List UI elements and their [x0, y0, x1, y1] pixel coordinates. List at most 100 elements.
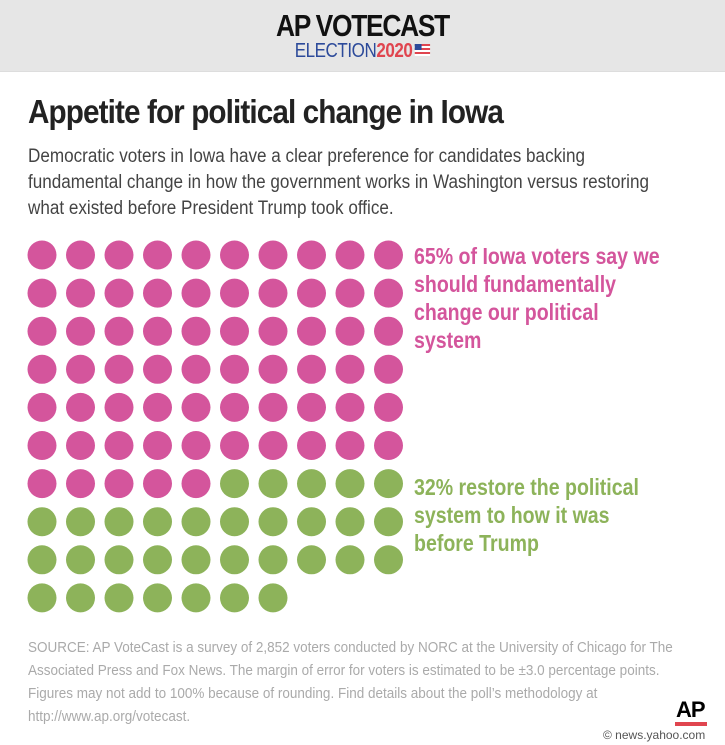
waffle-dot-change [104, 240, 134, 270]
waffle-dot-change [258, 392, 288, 422]
waffle-dot-change [143, 240, 172, 270]
waffle-dot-change [66, 392, 95, 422]
waffle-dot-restore [220, 545, 249, 575]
waffle-dot-change [181, 431, 211, 460]
waffle-dot-change [27, 392, 57, 422]
waffle-dot-restore [335, 507, 365, 537]
waffle-dot-restore [104, 545, 134, 575]
waffle-dot-change [181, 392, 211, 422]
waffle-dot-change [297, 354, 326, 384]
waffle-dot-change [374, 316, 403, 346]
waffle-dot-change [220, 278, 249, 308]
flag-icon [415, 44, 431, 56]
source-note: SOURCE: AP VoteCast is a survey of 2,852… [28, 639, 673, 725]
brand-year: 2020 [376, 40, 413, 62]
waffle-dot-change [335, 278, 365, 308]
waffle-dot-change [104, 431, 134, 460]
waffle-dot-change [220, 240, 249, 270]
waffle-dot-change [143, 316, 172, 346]
waffle-dot-restore [335, 469, 365, 499]
waffle-dot-restore [181, 583, 211, 613]
waffle-dot-change [335, 392, 365, 422]
waffle-dot-restore [181, 507, 211, 537]
waffle-dot-change [66, 316, 95, 346]
waffle-dot-change [27, 469, 57, 499]
waffle-dot-change [220, 316, 249, 346]
waffle-dot-restore [258, 469, 288, 499]
waffle-dot-change [335, 316, 365, 346]
waffle-dot-change [27, 431, 57, 460]
waffle-dot-change [297, 240, 326, 270]
waffle-dot-change [258, 316, 288, 346]
waffle-dot-change [104, 278, 134, 308]
waffle-dot-change [220, 431, 249, 460]
waffle-dot-change [374, 354, 403, 384]
waffle-dot-restore [374, 545, 403, 575]
waffle-dot-change [258, 240, 288, 270]
waffle-dot-change [297, 316, 326, 346]
waffle-dot-restore [27, 507, 57, 537]
waffle-dot-restore [143, 545, 172, 575]
waffle-dot-change [104, 469, 134, 499]
brand-subtitle: ELECTION2020 [54, 40, 670, 63]
ap-logo-bar [675, 722, 707, 726]
waffle-dot-restore [27, 583, 57, 613]
waffle-dot-restore [258, 507, 288, 537]
waffle-dot-change [104, 392, 134, 422]
waffle-dot-restore [258, 583, 288, 613]
waffle-dot-change [258, 431, 288, 460]
waffle-dot-restore [258, 545, 288, 575]
waffle-dot-change [66, 431, 95, 460]
waffle-dot-restore [66, 507, 95, 537]
waffle-dot-restore [220, 507, 249, 537]
waffle-dot-restore [66, 545, 95, 575]
waffle-dot-change [66, 469, 95, 499]
waffle-dot-restore [297, 545, 326, 575]
credit: © news.yahoo.com [603, 728, 706, 742]
waffle-dot-change [27, 316, 57, 346]
waffle-dot-restore [374, 469, 403, 499]
legend-label-restore: 32% restore the political system to how … [414, 474, 639, 556]
waffle-dot-change [181, 469, 211, 499]
waffle-dot-change [374, 240, 403, 270]
waffle-dot-restore [143, 583, 172, 613]
waffle-dot-change [220, 354, 249, 384]
brand-title: AP VOTECAST [276, 8, 450, 43]
waffle-dot-restore [220, 583, 249, 613]
waffle-dot-change [143, 392, 172, 422]
waffle-dot-restore [27, 545, 57, 575]
waffle-dot-change [27, 354, 57, 384]
waffle-dot-restore [143, 507, 172, 537]
waffle-dot-change [335, 431, 365, 460]
waffle-dot-change [66, 354, 95, 384]
header: AP VOTECAST ELECTION2020 [0, 0, 725, 72]
waffle-dot-restore [297, 469, 326, 499]
waffle-dot-change [335, 240, 365, 270]
waffle-dot-change [27, 278, 57, 308]
waffle-dot-change [27, 240, 57, 270]
waffle-dot-restore [66, 583, 95, 613]
waffle-dot-restore [104, 507, 134, 537]
chart-title: Appetite for political change in Iowa [28, 93, 504, 130]
waffle-dot-change [374, 278, 403, 308]
waffle-dot-change [374, 392, 403, 422]
waffle-dot-change [297, 278, 326, 308]
waffle-dot-change [181, 278, 211, 308]
brand-election: ELECTION [294, 40, 377, 62]
waffle-dot-change [297, 431, 326, 460]
waffle-dot-change [104, 354, 134, 384]
waffle-dot-restore [374, 507, 403, 537]
waffle-dot-change [66, 278, 95, 308]
waffle-dot-change [104, 316, 134, 346]
waffle-dot-change [143, 354, 172, 384]
waffle-dot-change [181, 316, 211, 346]
chart-description: Democratic voters in Iowa have a clear p… [28, 146, 650, 219]
waffle-dot-change [143, 278, 172, 308]
waffle-dot-restore [220, 469, 249, 499]
waffle-dot-change [66, 240, 95, 270]
waffle-dot-restore [335, 545, 365, 575]
waffle-dot-change [374, 431, 403, 460]
waffle-dot-restore [104, 583, 134, 613]
waffle-dot-restore [181, 545, 211, 575]
